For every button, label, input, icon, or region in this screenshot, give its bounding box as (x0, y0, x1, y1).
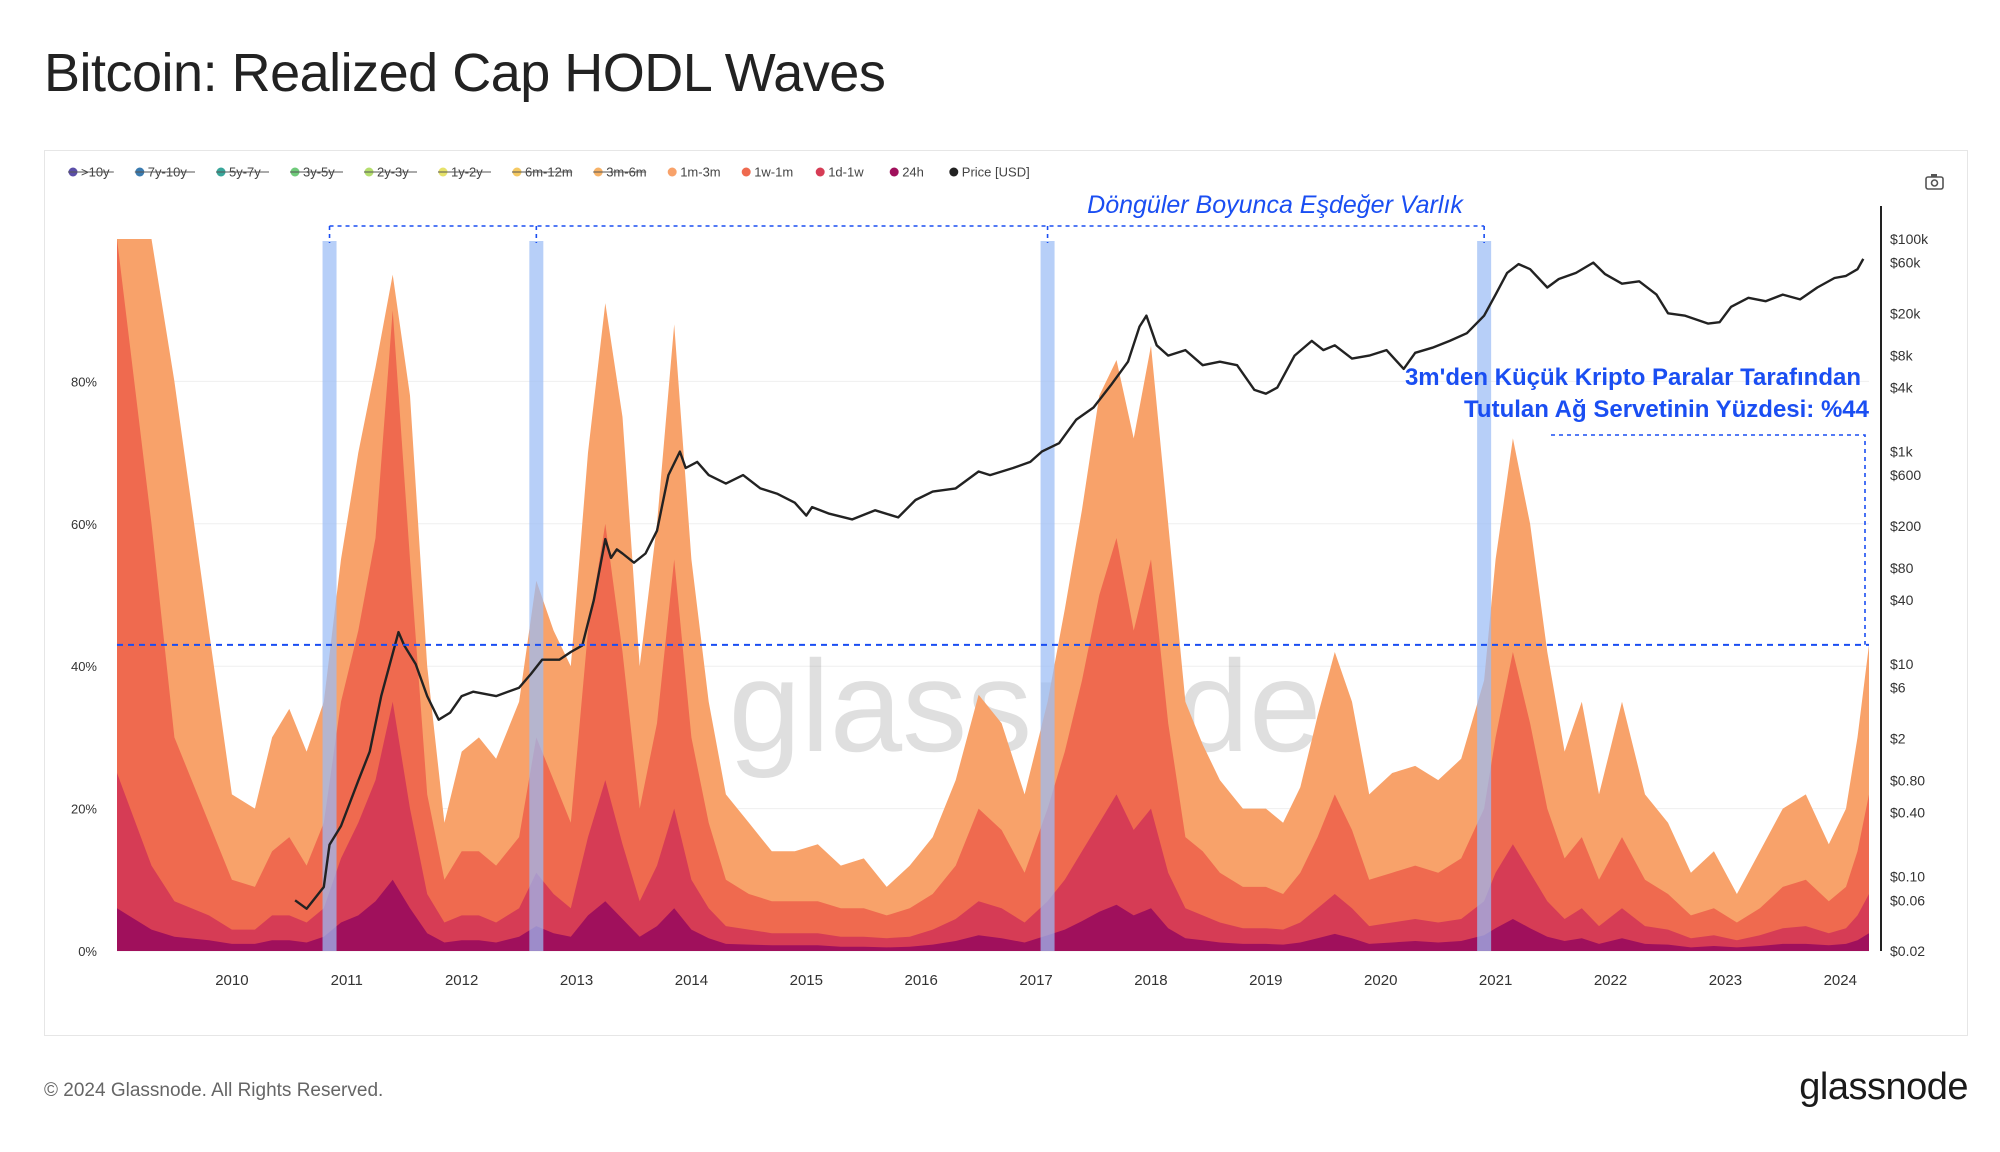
legend-label: 1m-3m (680, 165, 720, 180)
legend-item[interactable]: Price [USD] (949, 165, 1030, 180)
x-tick-label: 2024 (1824, 972, 1857, 989)
x-tick-label: 2023 (1709, 972, 1742, 989)
x-tick-label: 2014 (675, 972, 708, 989)
price-tick-label: $8k (1890, 348, 1914, 364)
price-tick-label: $0.10 (1890, 869, 1925, 885)
legend-item[interactable]: 3m-6m (593, 165, 647, 180)
legend-item[interactable]: 2y-3y (364, 165, 417, 180)
legend-item[interactable]: 1y-2y (438, 165, 491, 180)
price-tick-label: $0.40 (1890, 805, 1925, 821)
legend-swatch (889, 167, 899, 177)
x-tick-label: 2022 (1594, 972, 1627, 989)
hodl-waves-chart: >10y 7y-10y 5y-7y 3y-5y 2y-3y 1y-2y 6m-12m 3m-6… (68, 165, 1945, 989)
price-line (294, 258, 1865, 910)
cycle-band (322, 241, 337, 951)
cycle-band (1477, 241, 1492, 951)
price-tick-label: $100k (1890, 231, 1929, 247)
annotations: Döngüler Boyunca Eşdeğer Varlık 3m'den K… (117, 191, 1870, 646)
y-tick-label: 20% (71, 802, 97, 817)
legend-item[interactable]: >10y (68, 165, 114, 180)
annotation-equal-holding: Döngüler Boyunca Eşdeğer Varlık (1087, 191, 1464, 219)
share-bracket (1551, 434, 1866, 645)
x-tick-label: 2013 (560, 972, 593, 989)
price-tick-label: $20k (1890, 305, 1921, 321)
legend-item[interactable]: 1m-3m (667, 165, 721, 180)
glassnode-logo: glassnode (1799, 1066, 1968, 1108)
x-tick-label: 2017 (1019, 972, 1052, 989)
price-tick-label: $200 (1890, 518, 1921, 534)
chart-panel: >10y 7y-10y 5y-7y 3y-5y 2y-3y 1y-2y 6m-12m 3m-6… (44, 150, 1968, 1036)
x-tick-label: 2015 (790, 972, 823, 989)
y-tick-label: 0% (78, 944, 97, 959)
legend-swatch (741, 167, 751, 177)
price-tick-label: $1k (1890, 444, 1914, 460)
legend-item[interactable]: 6m-12m (512, 165, 573, 180)
price-tick-label: $40 (1890, 592, 1914, 608)
x-tick-label: 2012 (445, 972, 478, 989)
x-tick-label: 2019 (1249, 972, 1282, 989)
legend-label: 24h (902, 165, 924, 180)
legend-label: Price [USD] (962, 165, 1030, 180)
price-usd-line (294, 258, 1865, 910)
page-title: Bitcoin: Realized Cap HODL Waves (44, 43, 886, 103)
legend-item[interactable]: 3y-5y (290, 165, 343, 180)
x-tick-label: 2020 (1364, 972, 1397, 989)
camera-icon[interactable] (1923, 171, 1945, 193)
area-1w-1m (117, 239, 1869, 951)
x-tick-label: 2010 (215, 972, 248, 989)
price-tick-label: $600 (1890, 467, 1921, 483)
price-tick-label: $60k (1890, 255, 1921, 271)
price-tick-label: $10 (1890, 656, 1914, 672)
price-tick-label: $4k (1890, 380, 1914, 396)
y-tick-label: 80% (71, 374, 97, 389)
x-tick-label: 2016 (905, 972, 938, 989)
cycle-band (1040, 241, 1055, 951)
y-tick-label: 60% (71, 517, 97, 532)
legend-item[interactable]: 1w-1m (741, 165, 794, 180)
watermark: glassnode (729, 633, 1322, 779)
area-series (117, 239, 1869, 951)
legend-label: 1d-1w (828, 165, 864, 180)
price-tick-label: $0.02 (1890, 943, 1925, 959)
price-tick-label: $6 (1890, 680, 1906, 696)
x-tick-label: 2018 (1134, 972, 1167, 989)
copyright: © 2024 Glassnode. All Rights Reserved. (44, 1080, 384, 1101)
price-tick-label: $2 (1890, 730, 1906, 746)
price-tick-label: $80 (1890, 560, 1914, 576)
area-24h (117, 879, 1869, 951)
cycle-bands (322, 241, 1492, 951)
legend-label: 1w-1m (754, 165, 793, 180)
price-tick-label: $0.06 (1890, 892, 1925, 908)
legend-swatch (815, 167, 825, 177)
legend-swatch (949, 167, 959, 177)
legend-swatch (667, 167, 677, 177)
legend-item[interactable]: 1d-1w (815, 165, 865, 180)
legend-item[interactable]: 5y-7y (216, 165, 269, 180)
price-tick-label: $0.80 (1890, 773, 1925, 789)
x-tick-label: 2021 (1479, 972, 1512, 989)
area-1m-3m (117, 239, 1869, 951)
legend-item[interactable]: 7y-10y (134, 165, 195, 180)
y-tick-label: 40% (71, 659, 97, 674)
x-tick-label: 2011 (331, 972, 363, 989)
cycle-band (529, 241, 544, 951)
legend-item[interactable]: 24h (889, 165, 924, 180)
area-1d-1w (117, 701, 1869, 951)
annotation-share-line-1: 3m'den Küçük Kripto Paralar Tarafından (1405, 364, 1861, 391)
annotation-share-line-2: Tutulan Ağ Servetinin Yüzdesi: %44 (1464, 396, 1870, 423)
legend: >10y 7y-10y 5y-7y 3y-5y 2y-3y 1y-2y 6m-12m 3m-6… (68, 165, 1030, 180)
axes: 0% 20% 40% 60% 80% $0.02 $0.06 $0.10 $0.40 $0.80 $… (71, 206, 1929, 989)
